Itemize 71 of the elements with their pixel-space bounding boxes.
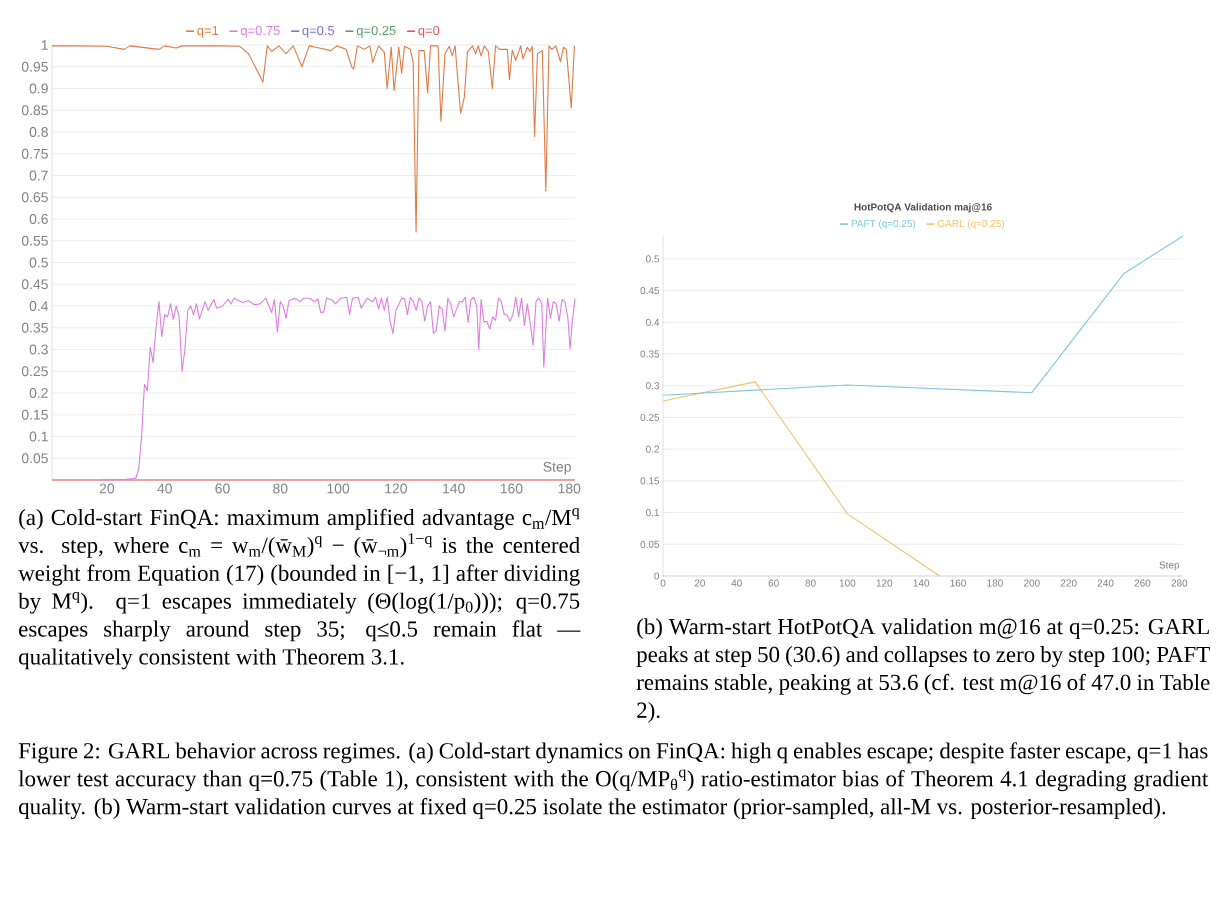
x-tick-label: 40 <box>731 579 742 587</box>
y-tick-label: 0.5 <box>646 255 660 263</box>
x-tick-label: 80 <box>273 483 288 494</box>
x-tick-label: 280 <box>1171 579 1188 587</box>
x-tick-label: 0 <box>660 579 666 587</box>
y-tick-label: 0.6 <box>29 214 48 224</box>
x-tick-label: 20 <box>694 579 706 587</box>
y-tick-label: 0.25 <box>640 413 660 421</box>
x-tick-label: 60 <box>768 579 779 587</box>
y-tick-label: 0.35 <box>21 322 48 333</box>
legend-label: q=0 <box>418 25 440 38</box>
y-tick-label: 0.45 <box>21 279 48 290</box>
legend-label: q=0.75 <box>240 25 280 38</box>
y-tick-label: 0.15 <box>640 477 660 485</box>
y-tick-label: 0.85 <box>21 105 48 116</box>
x-tick-label: 200 <box>1024 579 1040 587</box>
x-axis-title: Step <box>543 461 571 475</box>
text: (a) Cold-start FinQA: maximum amplified advantage c$_{m}$/M$^{q}$ vs. step, where c$_{m}$ = w$_{m}$/(w̄$_{M}$)$^{q}$ − (w̄$_{¬m}$)$^{1−q}$ is the centered weight from Equation (17) (bounded in [−1, 1] after dividing by M$^{q}$). q=1 escapes immediately (Θ(log(1/p$_{0}$))); q=0.75 escapes sharply around step 35; q≤0.5 remain flat — qualitatively consistent with Theorem 3.1. <box>18 508 581 670</box>
y-tick-label: 0.25 <box>21 366 48 377</box>
legend-label: PAFT (q=0.25) <box>851 219 916 229</box>
x-tick-label: 120 <box>385 483 407 494</box>
x-tick-label: 140 <box>443 483 465 494</box>
x-tick-label: 80 <box>805 579 816 587</box>
line-series <box>662 381 941 577</box>
y-tick-label: 0.45 <box>640 287 660 295</box>
x-tick-label: 100 <box>327 483 350 494</box>
x-axis-title: Step <box>1159 561 1180 571</box>
y-tick-label: 0.65 <box>21 192 48 203</box>
x-tick-label: 240 <box>1097 579 1114 587</box>
x-tick-label: 40 <box>157 483 172 494</box>
legend-label: q=1 <box>197 26 219 38</box>
x-tick-label: 260 <box>1134 579 1151 587</box>
legend-label: q=0.5 <box>302 25 335 38</box>
y-tick-label: 0.35 <box>640 350 660 358</box>
line-series <box>100 296 576 481</box>
y-tick-label: 0 <box>654 572 660 580</box>
x-tick-label: 220 <box>1060 579 1077 587</box>
x-tick-label: 180 <box>558 483 581 494</box>
x-tick-label: 180 <box>987 579 1003 587</box>
y-tick-label: 0.7 <box>29 170 48 181</box>
caption: Figure 2: GARL behavior across regimes. (a) Cold-start dynamics on FinQA: high q enables escape; despite faster escape, q=1 has lower test accuracy than q=0.75 (Table 1), consistent with the O(q/MP$_{θ}$$^{q}$) ratio-estimator bias of Theorem 4.1 degrading gradient quality. (b) Warm-start validation curves at fixed q=0.25 isolate the estimator (prior-sampled, all-M vs. posterior-resampled). <box>18 742 1209 820</box>
chart-title: HotPotQA Validation maj@16 <box>854 203 992 213</box>
y-tick-label: 0.3 <box>29 344 48 355</box>
y-tick-label: 0.3 <box>646 382 660 390</box>
line-series <box>51 45 575 233</box>
y-tick-label: 1 <box>41 40 48 50</box>
y-tick-label: 0.75 <box>21 148 48 159</box>
y-tick-label: 0.15 <box>21 409 48 420</box>
x-tick-label: 160 <box>500 483 523 494</box>
x-tick-label: 120 <box>876 579 893 587</box>
y-tick-label: 0.2 <box>29 388 48 398</box>
y-tick-label: 0.2 <box>646 445 659 453</box>
x-tick-label: 60 <box>215 483 230 494</box>
y-tick-label: 0.55 <box>21 235 48 246</box>
y-tick-label: 0.5 <box>29 257 48 268</box>
x-tick-label: 100 <box>839 579 856 587</box>
y-tick-label: 0.05 <box>640 540 660 548</box>
legend-label: GARL (q=0.25) <box>937 219 1005 229</box>
y-tick-label: 0.9 <box>29 83 48 94</box>
y-tick-label: 0.95 <box>21 61 48 72</box>
x-tick-label: 140 <box>913 579 930 587</box>
legend-label: q=0.25 <box>356 25 396 38</box>
y-tick-label: 0.1 <box>29 431 48 442</box>
y-tick-label: 0.8 <box>29 127 48 137</box>
x-tick-label: 20 <box>99 483 115 494</box>
y-tick-label: 0.4 <box>646 318 660 326</box>
x-tick-label: 160 <box>950 579 966 587</box>
text: (b) Warm-start HotPotQA validation m@16 at q=0.25: GARL peaks at step 50 (30.6) and collapses to zero by step 100; PAFT remains stable, peaking at 53.6 (cf. test m@16 of 47.0 in Table 2). <box>636 618 1210 723</box>
y-tick-label: 0.4 <box>29 301 49 311</box>
y-tick-label: 0.05 <box>21 453 48 464</box>
y-tick-label: 0.1 <box>646 509 660 517</box>
